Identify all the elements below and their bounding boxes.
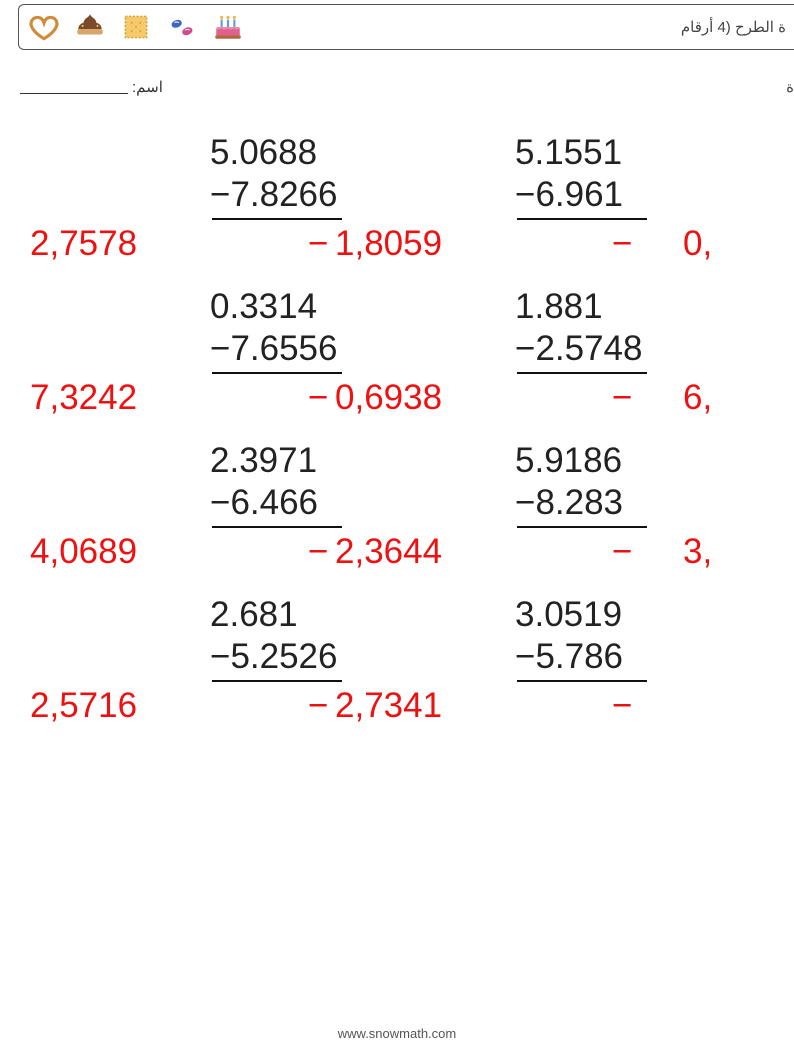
name-underline bbox=[20, 93, 128, 94]
problem-bar bbox=[517, 372, 647, 374]
lone-minus: − bbox=[612, 224, 632, 264]
minuend: 5.0688 bbox=[210, 132, 317, 173]
lone-minus: − bbox=[308, 224, 328, 264]
subtrahend: −7.8266 bbox=[210, 174, 338, 215]
lone-minus: − bbox=[308, 686, 328, 726]
lone-minus: − bbox=[612, 532, 632, 572]
problem-bar bbox=[517, 526, 647, 528]
header-icons bbox=[27, 10, 245, 44]
subtrahend: −5.2526 bbox=[210, 636, 338, 677]
cake-icon bbox=[211, 10, 245, 44]
footer: www.snowmath.com bbox=[0, 1026, 794, 1041]
subtrahend: −7.6556 bbox=[210, 328, 338, 369]
subtrahend: −6.466 bbox=[210, 482, 318, 523]
lone-minus: − bbox=[308, 532, 328, 572]
answer: 3, bbox=[683, 532, 712, 572]
lone-minus: − bbox=[612, 686, 632, 726]
subtrahend: −2.5748 bbox=[515, 328, 643, 369]
answer: 1,8059 bbox=[335, 224, 442, 264]
minuend: 5.9186 bbox=[515, 440, 622, 481]
answer: 4,0689 bbox=[30, 532, 137, 572]
header-title: ة الطرح (4 أرقام bbox=[681, 18, 786, 36]
name-row: اسم: ة bbox=[20, 78, 794, 100]
answer: 0, bbox=[683, 224, 712, 264]
minuend: 0.3314 bbox=[210, 286, 317, 327]
header: ة الطرح (4 أرقام bbox=[18, 4, 794, 50]
answer: 2,7341 bbox=[335, 686, 442, 726]
pretzel-icon bbox=[27, 10, 61, 44]
minuend: 5.1551 bbox=[515, 132, 622, 173]
answer: 2,5716 bbox=[30, 686, 137, 726]
lone-minus: − bbox=[308, 378, 328, 418]
minuend: 1.881 bbox=[515, 286, 603, 327]
right-char: ة bbox=[786, 78, 794, 96]
answer: 0,6938 bbox=[335, 378, 442, 418]
subtrahend: −6.961 bbox=[515, 174, 623, 215]
problem-bar bbox=[212, 680, 342, 682]
problem-bar bbox=[212, 526, 342, 528]
answer: 7,3242 bbox=[30, 378, 137, 418]
answer: 6, bbox=[683, 378, 712, 418]
subtrahend: −5.786 bbox=[515, 636, 623, 677]
name-label: اسم: bbox=[20, 78, 163, 96]
problem-bar bbox=[517, 680, 647, 682]
subtrahend: −8.283 bbox=[515, 482, 623, 523]
minuend: 2.3971 bbox=[210, 440, 317, 481]
problem-bar bbox=[212, 372, 342, 374]
lone-minus: − bbox=[612, 378, 632, 418]
answer: 2,3644 bbox=[335, 532, 442, 572]
candy-icon bbox=[165, 10, 199, 44]
problem-bar bbox=[517, 218, 647, 220]
cracker-icon bbox=[119, 10, 153, 44]
answer: 2,7578 bbox=[30, 224, 137, 264]
minuend: 2.681 bbox=[210, 594, 298, 635]
problem-bar bbox=[212, 218, 342, 220]
swirl-icon bbox=[73, 10, 107, 44]
minuend: 3.0519 bbox=[515, 594, 622, 635]
name-label-text: اسم: bbox=[132, 78, 163, 96]
